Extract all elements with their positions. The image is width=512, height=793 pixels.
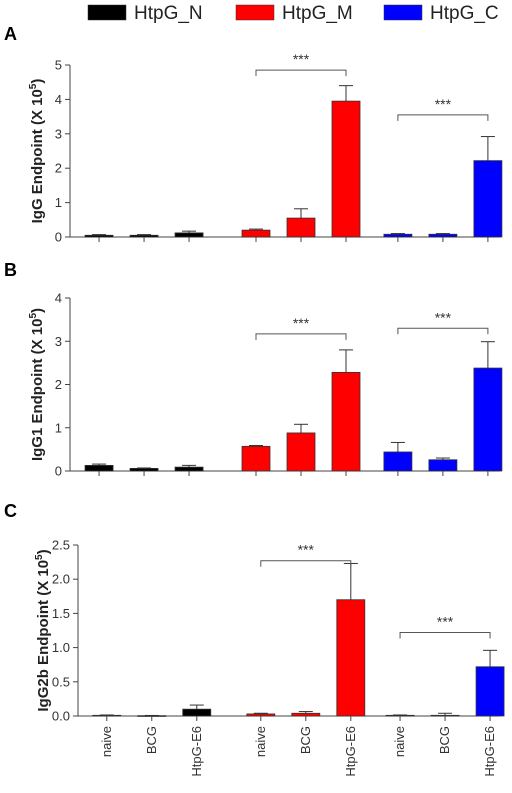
y-tick-label: 2 [55, 161, 62, 176]
bar [473, 367, 503, 472]
x-tick-label: naive [392, 726, 407, 757]
y-tick-label: 0 [55, 230, 62, 245]
y-tick-label: 2 [55, 377, 62, 392]
panel-letter: C [4, 501, 17, 521]
bar [174, 466, 204, 472]
bar [241, 445, 271, 472]
legend-label: HtpG_M [282, 3, 353, 24]
y-tick-label: 5 [55, 58, 62, 73]
y-tick-label: 1 [55, 420, 62, 435]
x-tick-label: HtpG-E6 [482, 726, 497, 777]
bar [331, 371, 361, 472]
bar [428, 233, 458, 238]
bar [286, 217, 316, 238]
significance-label: *** [293, 51, 310, 67]
bar [129, 468, 159, 472]
bar [241, 229, 271, 238]
y-tick-label: 1.0 [52, 640, 70, 655]
legend-label: HtpG_C [430, 3, 499, 24]
bar [475, 666, 505, 717]
y-axis-label: IgG2b Endpoint (X 105) [34, 549, 52, 711]
chart-panels: A IgG Endpoint (X 105) 0 1 2 3 4 5 *** *** B IgG1 E… [4, 24, 505, 777]
bar [331, 100, 361, 238]
y-tick-label: 2.5 [52, 538, 70, 553]
y-tick-label: 4 [55, 92, 62, 107]
bar [336, 599, 366, 717]
significance-bracket [397, 114, 489, 121]
panel-letter: A [4, 24, 17, 44]
x-tick-label: naive [99, 726, 114, 757]
x-tick-label: naive [253, 726, 268, 757]
significance-bracket [260, 560, 352, 567]
significance-bracket [399, 632, 491, 639]
x-tick-label: BCG [298, 726, 313, 754]
chart-panel-b: B IgG1 Endpoint (X 105) 0 1 2 3 4 *** *** [4, 260, 503, 479]
y-tick-label: 1.5 [52, 606, 70, 621]
bar [383, 451, 413, 472]
y-tick-label: 2.0 [52, 572, 70, 587]
bar [129, 234, 159, 238]
bar [246, 713, 276, 717]
significance-label: *** [435, 309, 452, 325]
y-tick-label: 0 [55, 464, 62, 479]
y-tick-label: 3 [55, 126, 62, 141]
significance-label: *** [293, 315, 310, 331]
significance-label: *** [437, 614, 454, 630]
bar [84, 464, 114, 472]
x-tick-label: BCG [437, 726, 452, 754]
bar [383, 233, 413, 238]
chart-panel-a: A IgG Endpoint (X 105) 0 1 2 3 4 5 *** *** [4, 24, 503, 245]
y-tick-label: 0.0 [52, 709, 70, 724]
bar [84, 234, 114, 238]
bar [182, 708, 212, 717]
x-tick-label: BCG [144, 726, 159, 754]
legend-swatch [383, 4, 423, 21]
bar [430, 714, 460, 717]
x-tick-label: HtpG-E6 [343, 726, 358, 777]
bar [291, 712, 321, 717]
significance-label: *** [298, 542, 315, 558]
significance-label: *** [435, 96, 452, 112]
legend-label: HtpG_N [134, 3, 203, 24]
chart-panel-c: C IgG2b Endpoint (X 105)0.0 0.5 1.0 1.5 2.0 2.… [4, 501, 505, 777]
y-axis-label: IgG Endpoint (X 105) [28, 79, 46, 224]
legend: HtpG_N HtpG_M HtpG_C [87, 3, 499, 24]
panel-letter: B [4, 260, 17, 280]
x-tick-label: HtpG-E6 [189, 726, 204, 777]
legend-swatch [235, 4, 275, 21]
legend-swatch [87, 4, 127, 21]
bar [286, 432, 316, 472]
y-axis-label: IgG1 Endpoint (X 105) [28, 308, 46, 461]
bar [428, 459, 458, 472]
y-tick-label: 1 [55, 195, 62, 210]
significance-bracket [255, 333, 347, 340]
y-tick-label: 4 [55, 291, 62, 306]
bar [473, 160, 503, 238]
y-tick-label: 0.5 [52, 674, 70, 689]
significance-bracket [397, 327, 489, 335]
y-tick-label: 3 [55, 334, 62, 349]
bar [174, 232, 204, 238]
significance-bracket [255, 69, 347, 77]
